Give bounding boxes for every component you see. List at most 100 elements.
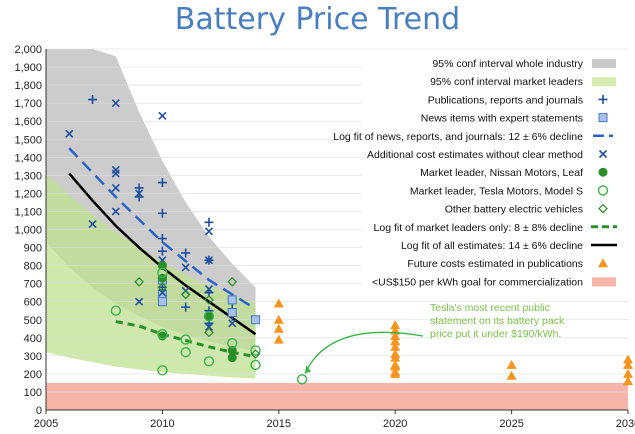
nissan-leaf-point	[227, 353, 237, 363]
y-tick-label: 1,300	[14, 170, 42, 182]
tesla-model-s-point	[180, 334, 191, 345]
future-cost-point	[623, 354, 633, 364]
estimate-point	[228, 319, 237, 328]
legend-item-leaders-ci: 95% conf interval market leaders	[430, 76, 616, 88]
future-cost-point	[623, 376, 633, 386]
estimate-point	[204, 227, 214, 236]
other-bev-point	[157, 282, 168, 293]
news-point	[227, 308, 237, 318]
estimate-point	[65, 129, 74, 138]
legend-label: Log fit of all estimates: 14 ± 6% declin…	[401, 240, 583, 252]
tesla-model-s-point	[157, 267, 168, 279]
legend: 95% conf interval whole industry 95% conf…	[333, 58, 617, 288]
y-tick-label: 1,100	[14, 206, 42, 218]
chart-title: Battery Price Trend	[174, 2, 461, 37]
legend-item-estimates: Additional cost estimates without clear …	[367, 149, 608, 161]
y-tick-label: 1,000	[14, 225, 42, 237]
nissan-leaf-point	[157, 273, 167, 283]
tesla-model-s-point	[203, 310, 215, 322]
confidence-bands-layer	[46, 49, 256, 379]
legend-item-leaders-fit: Log fit of market leaders only: 8 ± 8% d…	[374, 222, 617, 234]
publication-point	[157, 208, 167, 218]
tesla-model-s-point	[227, 338, 238, 349]
legend-item-news-fit: Log fit of news, reports, and journals: …	[333, 131, 613, 143]
tesla-model-s-point	[110, 305, 122, 316]
future-cost-point	[390, 361, 401, 371]
legend-item-all-fit: Log fit of all estimates: 14 ± 6% declin…	[401, 240, 617, 252]
other-bev-point	[250, 349, 261, 359]
tesla-model-s-point	[296, 374, 308, 385]
x-tick-label: 2010	[150, 418, 174, 430]
annotation-arrowhead	[305, 365, 312, 374]
tesla-model-s-point	[250, 345, 261, 356]
legend-swatch	[597, 185, 609, 196]
x-tick-label: 2020	[383, 418, 407, 430]
y-tick-label: 1,400	[14, 152, 42, 164]
publication-point	[204, 217, 214, 227]
goal-band	[46, 382, 628, 410]
tesla-model-s-point	[157, 328, 168, 340]
news-point	[227, 295, 237, 305]
estimate-point	[158, 111, 167, 120]
legend-swatch	[592, 59, 616, 68]
tesla-model-s-point	[250, 359, 261, 371]
estimate-point	[158, 288, 167, 297]
x-tick-label: 2015	[267, 418, 291, 430]
legend-label: 95% conf interval market leaders	[430, 76, 583, 88]
tesla-model-s-point	[203, 356, 215, 367]
publication-point	[157, 178, 167, 188]
publication-point	[88, 95, 98, 105]
y-tick-label: 600	[24, 297, 42, 309]
news-point	[157, 297, 167, 307]
publication-point	[181, 302, 191, 312]
legend-label: Market leader, Nissan Motors, Leaf	[420, 167, 583, 179]
y-tick-label: 100	[24, 387, 42, 399]
estimate-point	[135, 297, 144, 306]
estimate-point	[111, 99, 120, 108]
future-cost-point	[390, 330, 401, 340]
legend-item-goal: <US$150 per kWh goal for commercializati…	[372, 276, 616, 288]
y-tick-label: 300	[24, 351, 42, 363]
y-tick-label: 2,000	[14, 44, 42, 56]
legend-item-tesla: Market leader, Tesla Motors, Model S	[410, 185, 609, 197]
legend-label: Market leader, Tesla Motors, Model S	[410, 185, 583, 197]
other-bev-point	[227, 276, 238, 287]
axes-layer: 0 100 200 300 400 500 600 700 800 900 1,000 1,100 1,…	[14, 44, 635, 430]
y-tick-label: 1,600	[14, 116, 42, 128]
future-cost-point	[273, 314, 284, 324]
other-bev-point	[180, 289, 191, 300]
legend-label: Log fit of news, reports, and journals: …	[333, 131, 583, 143]
annotation-text: statement on its battery pack	[430, 315, 565, 327]
news-point	[251, 315, 261, 325]
legend-swatch	[598, 149, 608, 159]
y-tick-label: 0	[36, 405, 42, 417]
future-cost-point	[506, 370, 517, 380]
x-tick-label: 2025	[499, 418, 523, 430]
future-cost-point	[390, 341, 401, 351]
legend-item-industry-ci: 95% conf interval whole industry	[432, 58, 616, 70]
x-tick-label: 2005	[34, 418, 58, 430]
points-layer	[65, 95, 633, 386]
estimate-point	[204, 322, 214, 332]
legend-label: Future costs estimated in publications	[407, 258, 583, 270]
legend-box	[362, 52, 632, 290]
y-tick-label: 1,700	[14, 98, 42, 110]
future-cost-point	[390, 336, 401, 346]
leaders-ci-band	[46, 173, 256, 379]
y-tick-label: 1,800	[14, 80, 42, 92]
annotation-text: Tesla's most recent public	[430, 302, 550, 314]
legend-label: Additional cost estimates without clear …	[367, 149, 583, 161]
estimate-point	[111, 183, 120, 193]
y-tick-label: 900	[24, 243, 42, 255]
x-tick-label: 2030	[616, 418, 635, 430]
future-cost-point	[273, 323, 284, 333]
publication-point	[181, 248, 191, 258]
y-tick-label: 500	[24, 315, 42, 327]
publication-point	[134, 183, 144, 193]
legend-swatch	[598, 203, 608, 214]
goal-band-layer	[46, 382, 628, 410]
tesla-model-s-point	[157, 365, 168, 376]
legend-swatch	[598, 258, 608, 268]
legend-swatch	[598, 167, 608, 177]
